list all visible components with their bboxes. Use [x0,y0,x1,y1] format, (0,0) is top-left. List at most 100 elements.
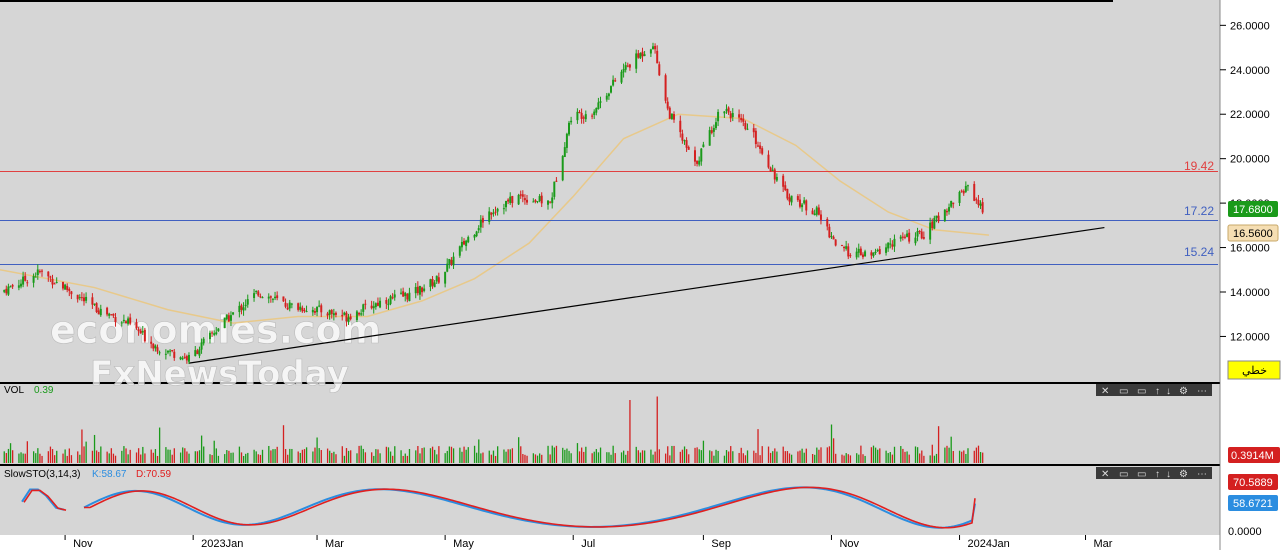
candle-body [570,120,573,123]
volume-bar [650,449,652,463]
candle-body [849,255,852,257]
volume-bar [171,454,173,463]
stoch-close-icon[interactable]: ✕ [1101,469,1109,480]
candle-body [922,236,925,239]
volume-bar [480,453,482,463]
candle-body [232,312,235,315]
stoch-minimize-icon[interactable]: ▭ [1119,469,1128,480]
candle-body [561,156,564,181]
volume-value: 0.39 [34,385,54,396]
time-tick-label: Sep [711,538,731,550]
volume-bar [389,451,392,463]
volume-bar [845,453,847,463]
candle-body [826,218,829,227]
candle-body [511,195,514,204]
volume-bar [814,454,816,463]
stoch-move-down-icon[interactable]: ↓ [1166,469,1171,480]
candle-body [683,140,686,142]
move-up-icon[interactable]: ↑ [1155,386,1160,397]
candle-body [672,114,675,120]
candle-body [55,281,58,283]
volume-bar [753,450,755,463]
candle-body [349,316,352,320]
candle-body [981,202,984,213]
volume-bar [641,450,644,463]
candle-body [38,271,41,273]
candle-body [584,114,587,120]
volume-bar [333,451,335,463]
volume-bar [784,451,786,463]
maximize-icon[interactable]: ▭ [1137,386,1146,397]
volume-bar [114,455,117,463]
candle-body [97,310,100,315]
volume-bar [709,450,711,463]
volume-bar [232,452,234,463]
volume-bar [127,454,129,463]
volume-bar [975,447,978,463]
candle-body [872,252,875,257]
volume-bar [862,454,864,463]
minimize-icon[interactable]: ▭ [1119,386,1128,397]
close-icon[interactable]: ✕ [1101,386,1109,397]
candle-body [960,190,963,192]
candle-body [496,208,499,212]
volume-bar [879,448,881,463]
volume-bar [362,448,364,463]
volume-bar [188,453,190,463]
stoch-maximize-icon[interactable]: ▭ [1137,469,1146,480]
candle-body [712,128,715,132]
volume-bar [345,448,348,463]
volume-bar [950,436,952,463]
volume-bar [35,453,37,463]
volume-bar [639,452,642,463]
stoch-settings-icon[interactable]: ⚙ [1179,469,1188,480]
candle-body [211,332,214,334]
more-icon[interactable]: ⋯ [1197,386,1207,397]
volume-bar [417,446,419,463]
candle-body [51,278,54,285]
candle-body [811,210,814,215]
volume-bar [776,451,778,463]
volume-bar [906,451,908,463]
candle-body [914,237,917,244]
candle-body [819,214,822,220]
volume-bar [18,453,20,463]
volume-bar [511,448,514,463]
candle-body [798,199,801,207]
candle-body [202,338,205,344]
volume-bar [203,446,205,463]
candle-body [431,278,434,286]
volume-bar [350,450,352,463]
volume-bar [230,452,232,463]
volume-bar [343,455,346,463]
volume-bar [597,452,600,463]
move-down-icon[interactable]: ↓ [1166,386,1171,397]
candle-body [664,75,667,101]
volume-bar [522,454,524,463]
volume-bar [755,452,757,463]
candle-body [76,294,79,300]
volume-bar [637,450,639,463]
volume-bar [371,452,373,463]
settings-icon[interactable]: ⚙ [1179,386,1188,397]
volume-label: VOL [4,385,24,396]
candle-body [756,145,759,147]
candle-body [784,185,787,191]
volume-bar [312,451,314,463]
candle-body [605,95,608,100]
candle-body [223,317,226,329]
stoch-move-up-icon[interactable]: ↑ [1155,469,1160,480]
linear-tool-button[interactable] [1227,360,1281,380]
candle-body [423,288,426,291]
volume-bar [820,447,822,463]
candle-body [416,286,419,294]
volume-bar [923,455,925,463]
volume-bar [150,449,152,463]
time-tick-label: Nov [839,538,859,550]
candle-body [400,292,403,294]
volume-bar [421,448,423,463]
stoch-more-icon[interactable]: ⋯ [1197,469,1207,480]
stoch-d-tag-text: 70.5889 [1233,477,1273,489]
candle-body [78,297,81,299]
volume-bar [656,396,658,463]
